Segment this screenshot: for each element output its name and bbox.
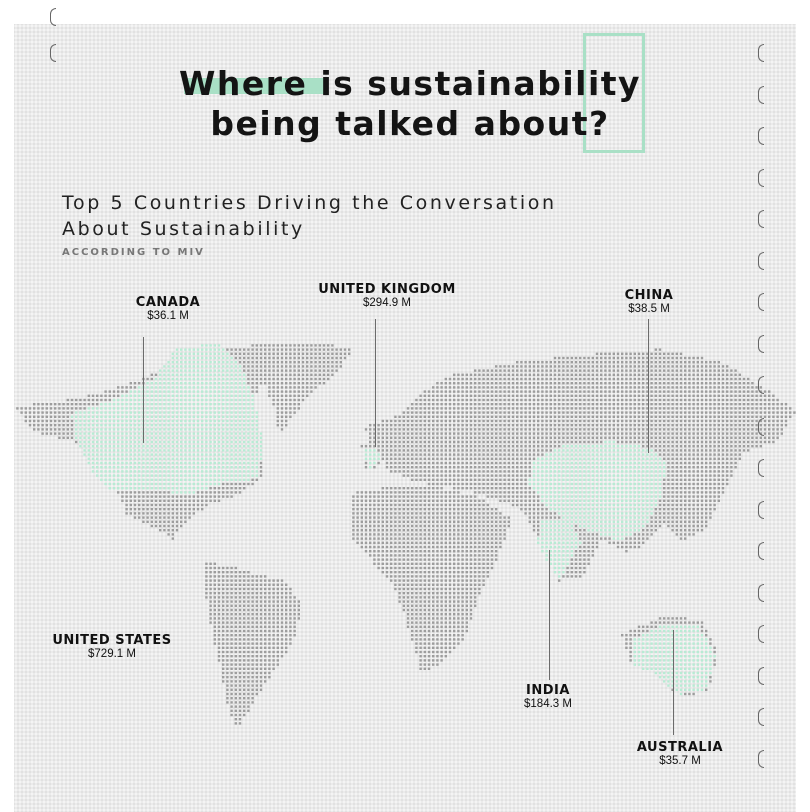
spiral-ring-right xyxy=(758,44,764,62)
title-highlight-bar xyxy=(184,78,324,94)
spiral-ring-right xyxy=(758,169,764,187)
leader-line-canada xyxy=(143,337,144,443)
leader-line-australia xyxy=(673,630,674,735)
country-name: INDIA xyxy=(526,683,570,698)
spiral-ring-right xyxy=(758,625,764,643)
country-name: UNITED STATES xyxy=(52,633,172,648)
leader-line-india xyxy=(549,550,550,680)
label-india: INDIA $184.3 M xyxy=(468,683,628,711)
country-name: UNITED KINGDOM xyxy=(318,282,456,297)
title-highlight-box xyxy=(583,33,645,153)
subtitle-line-2: About Sustainability xyxy=(62,218,305,240)
country-value: $35.7 M xyxy=(659,755,701,767)
spiral-ring-right xyxy=(758,708,764,726)
label-australia: AUSTRALIA $35.7 M xyxy=(600,740,760,768)
spiral-ring-right xyxy=(758,86,764,104)
spiral-ring-right xyxy=(758,127,764,145)
country-value: $729.1 M xyxy=(88,648,136,660)
spiral-ring-right xyxy=(758,459,764,477)
country-value: $294.9 M xyxy=(363,297,411,309)
country-value: $38.5 M xyxy=(628,303,670,315)
country-name: AUSTRALIA xyxy=(636,740,724,755)
spiral-ring-right xyxy=(758,584,764,602)
page-title: Where is sustainability being talked abo… xyxy=(150,64,670,144)
country-name: CHINA xyxy=(624,288,674,303)
spiral-ring-right xyxy=(758,293,764,311)
title-line-1: Where is sustainability xyxy=(178,64,642,103)
label-canada: CANADA $36.1 M xyxy=(88,295,248,323)
spiral-ring-right xyxy=(758,210,764,228)
country-value: $36.1 M xyxy=(147,310,189,322)
highlighted-country-dots xyxy=(70,344,716,696)
label-united-kingdom: UNITED KINGDOM $294.9 M xyxy=(307,282,467,310)
spiral-ring-right xyxy=(758,335,764,353)
leader-line-united-kingdom xyxy=(375,319,376,447)
leader-line-china xyxy=(648,319,649,453)
spiral-ring-right xyxy=(758,376,764,394)
spiral-ring-right xyxy=(758,750,764,768)
spiral-ring-right xyxy=(758,542,764,560)
spiral-ring-left xyxy=(50,8,56,26)
subtitle-line-1: Top 5 Countries Driving the Conversation xyxy=(62,192,557,214)
label-china: CHINA $38.5 M xyxy=(569,288,729,316)
land-dots xyxy=(16,344,796,725)
country-value: $184.3 M xyxy=(524,698,572,710)
spiral-ring-right xyxy=(758,667,764,685)
source-note: ACCORDING TO MIV xyxy=(62,247,205,258)
label-united-states: UNITED STATES $729.1 M xyxy=(32,633,192,661)
spiral-ring-left xyxy=(50,44,56,62)
spiral-ring-right xyxy=(758,501,764,519)
subtitle: Top 5 Countries Driving the Conversation… xyxy=(62,190,622,242)
spiral-ring-right xyxy=(758,418,764,436)
spiral-ring-right xyxy=(758,252,764,270)
title-line-2: being talked about? xyxy=(210,104,610,143)
country-name: CANADA xyxy=(135,295,201,310)
